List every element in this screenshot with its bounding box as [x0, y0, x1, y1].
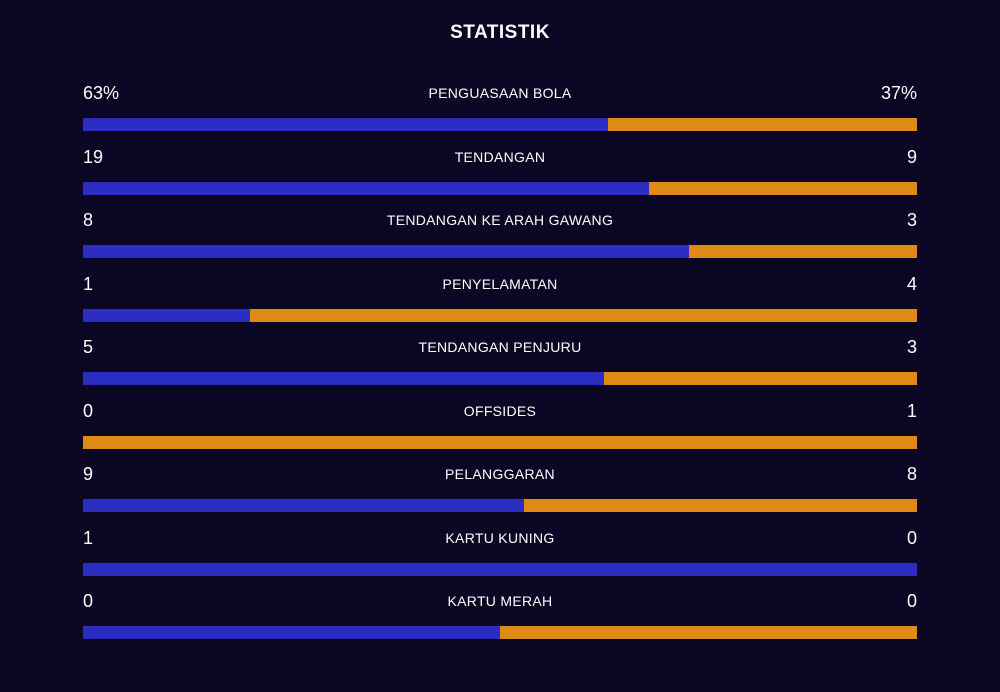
away-value: 1 — [906, 400, 917, 421]
home-value: 19 — [83, 146, 104, 167]
away-value: 37% — [880, 83, 917, 103]
home-bar-segment — [83, 626, 500, 639]
comparison-bar — [83, 435, 917, 449]
stats-list: 63% PENGUASAAN BOLA 37% 19 TENDANGAN 9 — [83, 82, 917, 654]
comparison-bar — [83, 308, 917, 322]
comparison-bar — [83, 626, 917, 639]
comparison-bar — [83, 499, 917, 512]
stat-label: PENYELAMATAN — [442, 275, 558, 292]
stat-row-shots: 19 TENDANGAN 9 — [83, 146, 917, 210]
stat-label: TENDANGAN KE ARAH GAWANG — [386, 212, 614, 228]
page-title: STATISTIK — [450, 22, 550, 43]
home-bar-segment — [83, 181, 650, 195]
stat-label: PENGUASAAN BOLA — [428, 85, 572, 101]
stat-label: TENDANGAN — [454, 148, 546, 165]
home-bar-segment — [83, 562, 917, 576]
stat-row-yellow-cards: 1 KARTU KUNING 0 — [83, 527, 917, 591]
stat-row-corners: 5 TENDANGAN PENJURU 3 — [83, 336, 917, 400]
comparison-bar — [83, 118, 917, 131]
home-bar-segment — [83, 118, 609, 131]
stat-label: OFFSIDES — [463, 402, 537, 419]
away-bar-segment — [604, 372, 917, 385]
away-bar-segment — [83, 435, 917, 449]
away-bar-segment — [524, 499, 917, 512]
away-value: 9 — [906, 146, 917, 167]
home-bar-segment — [83, 499, 525, 512]
away-value: 0 — [906, 591, 917, 611]
home-bar-segment — [83, 308, 250, 322]
away-value: 3 — [906, 210, 917, 230]
comparison-bar — [83, 181, 917, 195]
away-bar-segment — [500, 626, 917, 639]
home-bar-segment — [83, 372, 605, 385]
stat-row-saves: 1 PENYELAMATAN 4 — [83, 273, 917, 337]
stat-row-fouls: 9 PELANGGARAN 8 — [83, 463, 917, 527]
away-bar-segment — [689, 245, 917, 258]
home-value: 8 — [83, 210, 94, 230]
stat-label: PELANGGARAN — [445, 466, 555, 482]
stat-row-offsides: 0 OFFSIDES 1 — [83, 400, 917, 464]
home-value: 1 — [83, 273, 94, 294]
stat-label: KARTU KUNING — [445, 529, 555, 546]
away-bar-segment — [608, 118, 917, 131]
home-bar-segment — [83, 245, 690, 258]
away-value: 8 — [906, 464, 917, 484]
home-value: 5 — [83, 337, 94, 357]
home-value: 9 — [83, 464, 94, 484]
away-value: 0 — [906, 527, 917, 548]
stat-row-possession: 63% PENGUASAAN BOLA 37% — [83, 82, 917, 146]
away-value: 3 — [906, 337, 917, 357]
stat-row-shots-on-target: 8 TENDANGAN KE ARAH GAWANG 3 — [83, 209, 917, 273]
away-bar-segment — [649, 181, 917, 195]
stat-row-red-cards: 0 KARTU MERAH 0 — [83, 590, 917, 654]
home-value: 1 — [83, 527, 94, 548]
home-value: 63% — [83, 83, 120, 103]
away-bar-segment — [249, 308, 917, 322]
stat-label: TENDANGAN PENJURU — [418, 339, 582, 355]
comparison-bar — [83, 372, 917, 385]
home-value: 0 — [83, 591, 94, 611]
away-value: 4 — [906, 273, 917, 294]
comparison-bar — [83, 562, 917, 576]
home-value: 0 — [83, 400, 94, 421]
comparison-bar — [83, 245, 917, 258]
stat-label: KARTU MERAH — [447, 593, 553, 609]
